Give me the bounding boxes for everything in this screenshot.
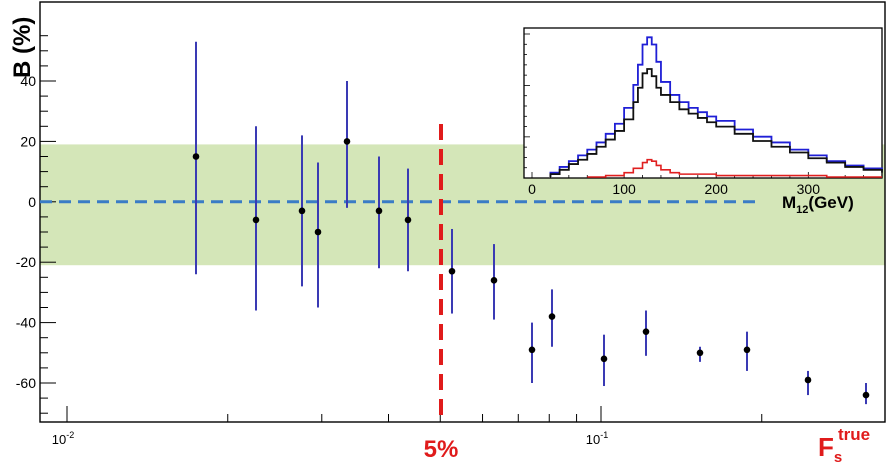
inset-series-line — [549, 68, 883, 177]
data-point — [862, 391, 870, 399]
inset-frame — [523, 27, 883, 179]
inset-x-tick-label: 0 — [528, 181, 536, 197]
data-point — [528, 346, 536, 354]
x-tick-label: 10-1 — [586, 430, 608, 447]
data-point — [298, 207, 306, 215]
y-axis-label: B (%) — [9, 17, 36, 78]
inset-x-axis-label: M12(GeV) — [782, 193, 854, 216]
data-point — [252, 216, 260, 224]
y-tick-label: 40 — [20, 73, 36, 89]
data-point — [804, 376, 812, 384]
data-point — [600, 355, 608, 363]
data-point — [548, 313, 556, 320]
threshold-label: 5% — [424, 436, 459, 463]
x-tick-label: 10-2 — [52, 430, 74, 447]
x-axis-label: Fstrue — [818, 425, 870, 464]
data-point — [375, 207, 383, 215]
y-tick-label: 20 — [20, 133, 36, 149]
inset-x-tick-label: 200 — [705, 181, 729, 197]
y-tick-label: -60 — [16, 375, 36, 391]
y-tick-label: 0 — [28, 194, 36, 210]
data-point — [192, 153, 200, 160]
data-point — [642, 328, 650, 335]
plot-frame — [39, 1, 886, 423]
data-point — [743, 346, 751, 354]
y-tick-label: -40 — [16, 315, 36, 331]
data-point — [696, 349, 704, 357]
inset-x-tick-label: 100 — [612, 181, 636, 197]
data-point — [404, 216, 412, 224]
data-point — [448, 267, 456, 275]
data-point — [490, 277, 498, 284]
inset-x-tick-label: 300 — [797, 181, 821, 197]
data-point — [343, 138, 351, 145]
inset-series-line — [587, 158, 882, 178]
y-tick-label: -20 — [16, 254, 36, 270]
data-point — [314, 228, 322, 236]
